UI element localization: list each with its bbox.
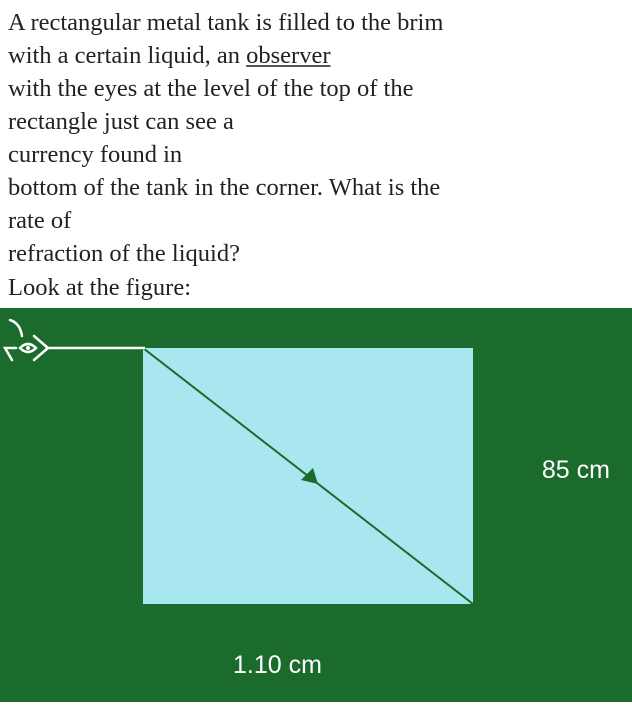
text-line-8: refraction of the liquid? xyxy=(8,240,240,267)
text-line-1: A rectangular metal tank is filled to th… xyxy=(8,9,443,36)
problem-text: A rectangular metal tank is filled to th… xyxy=(0,0,632,308)
width-label: 1.10 cm xyxy=(233,651,322,680)
ray-arrowhead xyxy=(301,468,318,484)
head-icon xyxy=(10,320,22,336)
text-line-3: with the eyes at the level of the top of… xyxy=(8,75,413,102)
observer-icon xyxy=(2,308,142,368)
figure-area: 85 cm 1.10 cm xyxy=(0,308,632,702)
text-line-2b: observer xyxy=(246,42,330,69)
height-label: 85 cm xyxy=(542,456,610,485)
text-line-4: rectangle just can see a xyxy=(8,108,234,135)
text-line-2a: with a certain liquid, an xyxy=(8,42,246,69)
tank-rectangle xyxy=(143,348,473,604)
nose-icon xyxy=(5,348,16,360)
text-line-6: bottom of the tank in the corner. What i… xyxy=(8,174,440,201)
tank-svg xyxy=(143,348,473,604)
text-line-5: currency found in xyxy=(8,141,182,168)
text-line-9: Look at the figure: xyxy=(8,274,191,301)
pupil-icon xyxy=(26,346,30,350)
text-line-7: rate of xyxy=(8,207,71,234)
